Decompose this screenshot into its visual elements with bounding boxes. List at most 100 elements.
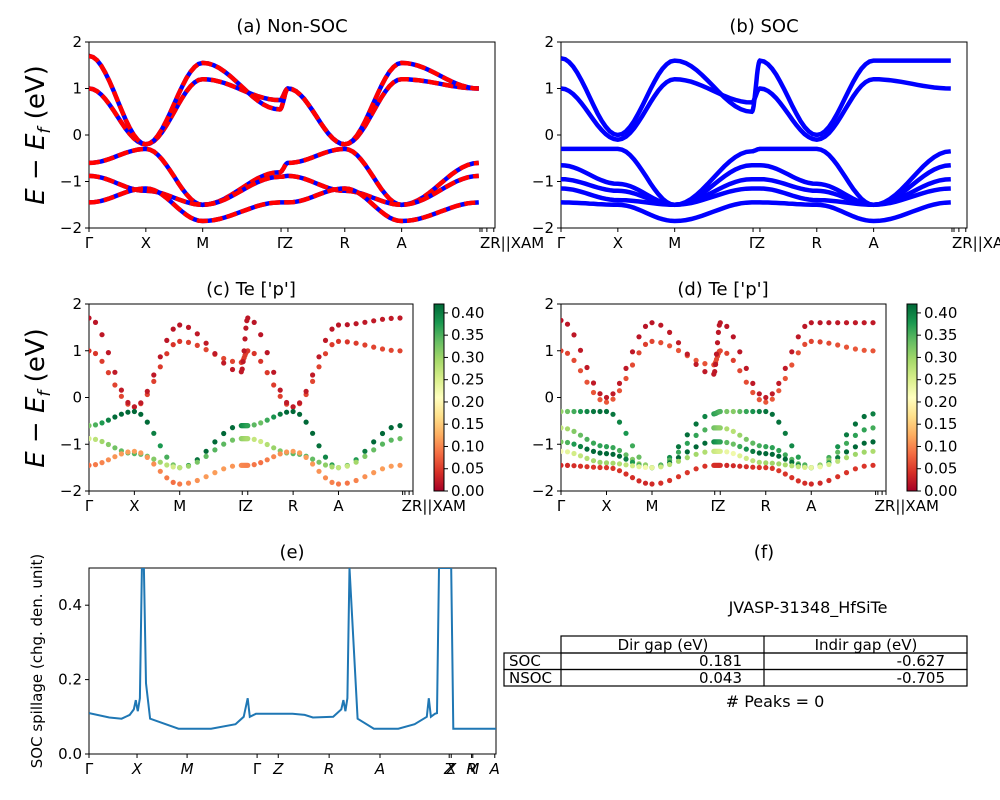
band-point — [702, 369, 708, 375]
band-point — [684, 432, 690, 438]
band-point — [177, 338, 183, 344]
band-point — [843, 449, 850, 455]
band-point — [264, 457, 270, 463]
kpoint-label: Γ — [557, 497, 566, 515]
kpoint-label: Z — [272, 760, 284, 778]
kpoint-label: A — [489, 760, 500, 778]
band-point — [92, 422, 99, 428]
kpoint-label: X — [613, 234, 623, 252]
band-point — [105, 370, 111, 376]
ylabel-spillage: SOC spillage (chg. den. unit) — [28, 554, 46, 769]
band-point — [623, 375, 629, 382]
band-point — [713, 361, 719, 367]
svg-text:E − Ef (eV): E − Ef (eV) — [21, 65, 55, 205]
band-point — [597, 459, 603, 465]
band-point — [769, 451, 775, 457]
band-point — [229, 358, 236, 364]
band-point — [724, 408, 730, 415]
y-tick-label: 2 — [544, 295, 554, 313]
table-cell: -0.627 — [897, 652, 945, 670]
band-point — [763, 451, 769, 457]
band-point — [577, 432, 584, 438]
band-point — [577, 463, 584, 469]
band-point — [843, 455, 850, 461]
band-point — [852, 320, 859, 326]
kpoint-label: M — [668, 234, 681, 252]
band-point — [769, 460, 775, 466]
band-point — [636, 464, 642, 470]
band-point — [843, 470, 850, 476]
band-point — [571, 441, 577, 447]
y-tick-label: 0.2 — [58, 671, 82, 689]
band-point — [715, 329, 722, 335]
kpoint-label: R — [288, 497, 298, 515]
band-point — [667, 461, 673, 468]
colorbar-tick-label: 0.10 — [451, 437, 484, 455]
panel-f-title: (f) — [754, 542, 774, 563]
band-point — [724, 439, 730, 446]
band-point — [603, 465, 610, 471]
band-point — [258, 358, 264, 364]
band-point — [221, 430, 227, 437]
band-point — [221, 355, 227, 362]
band-point — [658, 464, 664, 470]
band-point — [649, 481, 655, 487]
band-point — [564, 462, 571, 468]
band-point — [277, 411, 283, 417]
band-point — [808, 465, 814, 471]
band-line — [561, 200, 951, 224]
band-point — [717, 348, 723, 354]
colorbar-c: 0.00 0.05 0.10 0.15 0.20 0.25 0.30 0.35 0.40 — [433, 303, 484, 500]
colorbar-gradient — [433, 303, 445, 492]
band-point — [730, 463, 736, 469]
band-point — [826, 461, 832, 468]
colorbar-tick-label: 0.40 — [451, 304, 484, 322]
band-point — [702, 413, 708, 420]
band-point — [561, 408, 564, 415]
band-point — [371, 447, 377, 453]
band-point — [717, 462, 723, 468]
band-point — [177, 481, 183, 487]
band-point — [763, 394, 769, 401]
band-point — [649, 338, 655, 344]
band-point — [789, 443, 795, 449]
band-point — [826, 340, 832, 346]
band-point — [194, 459, 200, 465]
band-point — [157, 443, 163, 449]
band-point — [329, 342, 335, 348]
band-point — [776, 380, 782, 386]
band-point — [597, 391, 603, 397]
band-point — [852, 432, 859, 438]
band-point — [693, 444, 699, 450]
band-point — [861, 320, 867, 326]
band-point — [577, 443, 584, 450]
band-point — [835, 458, 841, 464]
band-point — [852, 466, 859, 472]
kpoint-label: Γ — [85, 234, 94, 252]
band-point — [118, 387, 124, 393]
kpoint-label: A — [396, 234, 407, 252]
colorbar-tick-label: 0.00 — [924, 482, 957, 500]
band-point — [240, 359, 246, 365]
band-point — [756, 450, 762, 456]
band-point — [590, 389, 597, 396]
band-point — [564, 449, 571, 455]
band-point — [623, 452, 629, 458]
band-point — [658, 480, 664, 486]
band-point — [335, 338, 342, 344]
band-point — [808, 481, 814, 487]
band-point — [756, 408, 762, 415]
band-point — [795, 334, 801, 340]
band-point — [89, 462, 92, 468]
kpoint-label: Z — [715, 497, 725, 515]
band-point — [769, 445, 775, 451]
bands-layer — [89, 315, 403, 487]
band-point — [843, 320, 850, 326]
band-point — [264, 370, 270, 376]
band-point — [229, 437, 236, 443]
band-point — [597, 408, 603, 415]
y-tick-label: 1 — [72, 80, 82, 98]
axes-frame — [88, 567, 497, 755]
band-point — [623, 471, 629, 477]
